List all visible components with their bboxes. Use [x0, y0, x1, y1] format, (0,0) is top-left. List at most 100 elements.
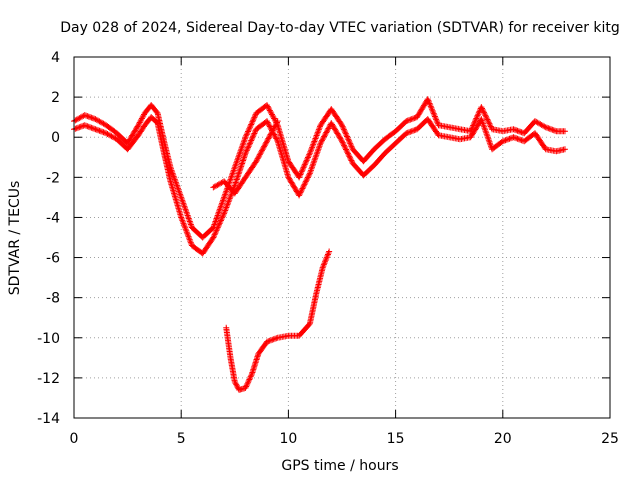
main-band-lower-point: [410, 127, 417, 134]
main-band-lower-point: [247, 138, 254, 145]
main-band-lower-point: [321, 132, 328, 139]
main-band-lower-point: [511, 134, 518, 141]
main-band-lower-point: [181, 223, 188, 230]
main-band-upper-point: [83, 112, 90, 119]
main-band-upper-point: [408, 116, 415, 123]
main-band-upper-point: [427, 101, 434, 108]
main-band-lower-point: [300, 182, 307, 189]
main-band-upper-point: [545, 125, 552, 132]
main-band-upper-point: [296, 172, 303, 179]
secondary-arc-point: [261, 143, 268, 150]
main-band-lower-point: [224, 201, 231, 208]
lower-arc-point: [233, 381, 240, 388]
main-band-upper-point: [310, 141, 317, 148]
secondary-arc-point: [271, 123, 278, 130]
main-band-upper-point: [304, 155, 311, 162]
marks-layer: [71, 96, 568, 393]
main-band-upper-point: [153, 109, 160, 116]
main-band-upper-point: [344, 134, 351, 141]
y-tick-label: -14: [37, 411, 60, 427]
main-band-lower-point: [217, 217, 224, 224]
main-band-upper-point: [552, 127, 559, 134]
main-band-upper-point: [296, 174, 303, 181]
secondary-arc-point: [253, 156, 260, 163]
main-band-upper-point: [343, 132, 350, 139]
lower-arc-point: [242, 384, 249, 391]
main-band-upper-point: [479, 106, 486, 113]
main-band-upper-point: [434, 119, 441, 126]
main-band-upper-point: [425, 97, 432, 104]
main-band-lower-point: [210, 233, 217, 240]
main-band-lower-point: [179, 217, 186, 224]
main-band-upper-point: [301, 163, 308, 170]
main-band-upper-point: [249, 118, 256, 125]
main-band-lower-point: [227, 194, 234, 201]
main-band-lower-point: [266, 122, 273, 129]
main-band-upper-point: [311, 136, 318, 143]
main-band-lower-point: [299, 185, 306, 192]
main-band-lower-point: [296, 192, 303, 199]
main-band-upper-point: [433, 116, 440, 123]
main-band-upper-point: [546, 125, 553, 132]
main-band-upper-point: [248, 120, 255, 127]
secondary-arc-point: [263, 138, 270, 145]
main-band-lower-point: [101, 129, 108, 136]
main-band-lower-point: [214, 224, 221, 231]
main-band-lower-point: [345, 152, 352, 159]
main-band-lower-point: [347, 156, 354, 163]
main-band-upper-point: [300, 164, 307, 171]
main-band-lower-point: [323, 128, 330, 135]
main-band-lower-point: [301, 181, 308, 188]
main-band-upper-point: [89, 115, 96, 122]
secondary-arc-point: [256, 151, 263, 158]
main-band-upper-point: [268, 110, 275, 117]
main-band-upper-point: [428, 104, 435, 111]
main-band-lower-point: [251, 130, 258, 137]
main-band-lower-point: [76, 124, 83, 131]
main-band-upper-point: [310, 139, 317, 146]
main-band-upper-point: [245, 127, 252, 134]
main-band-upper-point: [346, 139, 353, 146]
main-band-upper-point: [243, 131, 250, 138]
main-band-upper-point: [308, 145, 315, 152]
lower-arc-point: [323, 255, 330, 262]
secondary-arc-point: [258, 148, 265, 155]
main-band-upper-point: [315, 126, 322, 133]
main-band-upper-point: [305, 153, 312, 160]
main-band-lower-point: [92, 126, 99, 133]
main-band-lower-point: [225, 200, 232, 207]
main-band-lower-point: [403, 130, 410, 137]
main-band-lower-point: [210, 234, 217, 241]
main-band-lower-point: [243, 148, 250, 155]
x-tick-label: 20: [494, 431, 512, 447]
main-band-lower-point: [507, 135, 514, 142]
main-band-upper-point: [340, 125, 347, 132]
main-band-upper-point: [544, 124, 551, 131]
main-band-lower-point: [407, 128, 414, 135]
main-band-upper-point: [427, 103, 434, 110]
main-band-upper-point: [513, 127, 520, 134]
main-band-lower-point: [220, 211, 227, 218]
main-band-lower-point: [221, 208, 228, 215]
secondary-arc-point: [266, 134, 273, 141]
main-band-lower-point: [318, 137, 325, 144]
main-band-lower-point: [77, 123, 84, 130]
main-band-lower-point: [264, 119, 271, 126]
main-band-upper-point: [138, 116, 145, 123]
lower-arc-point: [322, 258, 329, 265]
main-band-lower-point: [250, 131, 257, 138]
main-band-lower-point: [218, 216, 225, 223]
main-band-lower-point: [344, 149, 351, 156]
main-band-lower-point: [225, 198, 232, 205]
main-band-lower-point: [100, 129, 107, 136]
main-band-lower-point: [515, 136, 522, 143]
y-tick-label: 0: [51, 130, 60, 146]
main-band-lower-point: [72, 125, 79, 132]
lower-arc-point: [273, 335, 280, 342]
lower-arc-point: [265, 338, 272, 345]
main-band-upper-point: [342, 130, 349, 137]
main-band-lower-point: [343, 147, 350, 154]
main-band-lower-point: [319, 136, 326, 143]
main-band-lower-point: [217, 218, 224, 225]
main-band-lower-point: [81, 122, 88, 129]
